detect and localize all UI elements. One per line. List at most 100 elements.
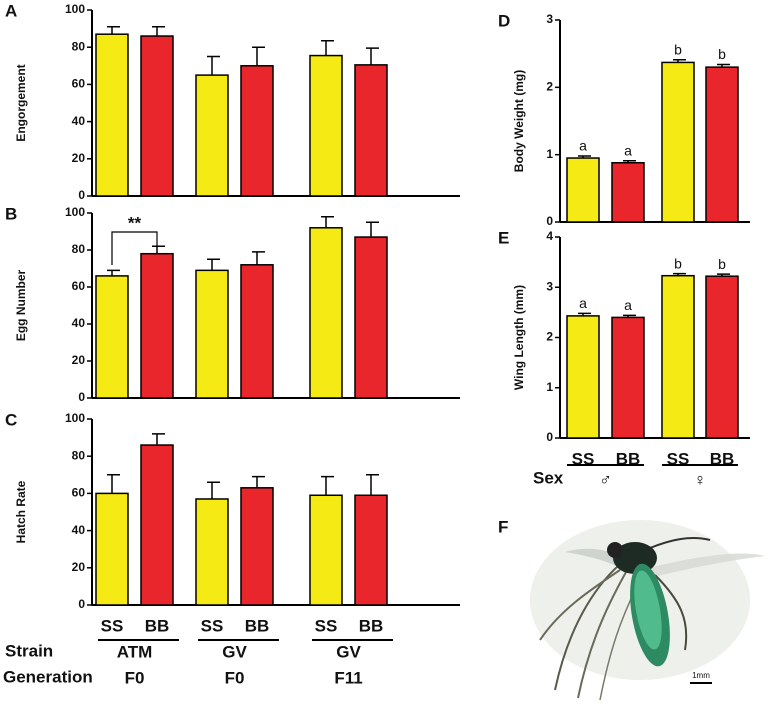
x-tick-label: BB (245, 616, 270, 635)
bar (566, 315, 600, 439)
significance-letter: a (624, 297, 632, 313)
y-tick-label: 0 (546, 214, 553, 228)
row-label: Strain (5, 641, 53, 660)
y-tick-label: 0 (546, 430, 553, 444)
y-axis-label: Hatch Rate (14, 480, 28, 543)
y-axis-label: Engorgement (14, 64, 28, 141)
bar (354, 236, 388, 399)
error-bar (252, 251, 265, 265)
error-bar (207, 481, 220, 499)
mosquito-photo (530, 520, 765, 701)
y-tick-label: 20 (72, 560, 86, 574)
panel-label: D (498, 11, 510, 30)
y-tick-label: 3 (546, 279, 553, 293)
error-bar (152, 25, 165, 37)
y-tick-label: 60 (72, 279, 86, 293)
x-tick-label: SS (572, 449, 595, 468)
y-tick-label: 40 (72, 114, 86, 128)
x-tick-label: SS (201, 616, 224, 635)
bar (309, 54, 343, 197)
bar (611, 316, 645, 439)
y-tick-label: 2 (546, 330, 553, 344)
bar (240, 264, 274, 399)
error-bar (321, 215, 334, 228)
bar (309, 494, 343, 606)
error-bar (717, 273, 730, 277)
generation-label: F0 (125, 668, 145, 687)
y-tick-label: 80 (72, 242, 86, 256)
group-title: Sex (533, 468, 564, 487)
y-tick-label: 40 (72, 316, 86, 330)
error-bar (366, 47, 379, 65)
panel-label: A (5, 1, 17, 20)
y-tick-label: 0 (78, 390, 85, 404)
bar (611, 161, 645, 223)
error-bar (366, 474, 379, 496)
bar (195, 74, 229, 197)
significance-letter: b (674, 41, 682, 57)
bar (195, 269, 229, 399)
bar (566, 157, 600, 223)
bar (140, 35, 174, 197)
y-tick-label: 2 (546, 80, 553, 94)
error-bar (578, 312, 591, 316)
generation-label: F11 (334, 668, 362, 687)
error-bar (623, 159, 636, 163)
error-bar (152, 245, 165, 254)
bar (195, 498, 229, 606)
x-tick-label: SS (315, 616, 338, 635)
significance-bracket (111, 231, 158, 265)
error-bar (321, 39, 334, 56)
error-bar (107, 269, 120, 276)
significance-letter: a (579, 295, 587, 311)
y-tick-label: 4 (546, 229, 553, 243)
significance-letter: b (718, 46, 726, 62)
error-bar (252, 46, 265, 66)
y-tick-label: 100 (65, 205, 85, 219)
bar (140, 444, 174, 606)
panel-label: B (5, 204, 17, 223)
x-tick-label: SS (101, 616, 124, 635)
error-bar (321, 475, 334, 496)
error-bar (107, 25, 120, 35)
group-label: ♀ (694, 470, 707, 489)
y-tick-label: 100 (65, 2, 85, 16)
x-tick-label: SS (667, 449, 690, 468)
y-tick-label: 60 (72, 486, 86, 500)
significance-letter: b (718, 256, 726, 272)
y-tick-label: 1 (546, 147, 553, 161)
x-tick-label: BB (359, 616, 384, 635)
panel-label: F (498, 517, 508, 536)
bar (140, 252, 174, 399)
error-bar (366, 221, 379, 238)
y-tick-label: 20 (72, 151, 86, 165)
y-tick-label: 80 (72, 448, 86, 462)
significance-letter: a (579, 138, 587, 154)
error-bar (578, 155, 591, 159)
x-tick-label: BB (710, 449, 735, 468)
y-tick-label: 0 (78, 188, 85, 202)
bar (95, 33, 129, 197)
error-bar (107, 474, 120, 494)
y-tick-label: 100 (65, 411, 85, 425)
strain-label: ATM (117, 642, 153, 661)
x-tick-label: BB (616, 449, 641, 468)
strain-label: GV (336, 642, 361, 661)
bar (240, 65, 274, 197)
y-tick-label: 0 (78, 597, 85, 611)
group-label: ♂ (599, 470, 612, 489)
error-bar (623, 314, 636, 318)
error-bar (673, 272, 686, 276)
bar (354, 494, 388, 606)
y-axis-label: Egg Number (14, 270, 28, 342)
bar (240, 487, 274, 606)
error-bar (673, 58, 686, 63)
x-tick-label: BB (145, 616, 170, 635)
y-tick-label: 3 (546, 12, 553, 26)
y-axis-label: Wing Length (mm) (512, 285, 526, 390)
y-tick-label: 60 (72, 77, 86, 91)
bar (95, 492, 129, 606)
y-tick-label: 80 (72, 39, 86, 53)
strain-label: GV (222, 642, 247, 661)
